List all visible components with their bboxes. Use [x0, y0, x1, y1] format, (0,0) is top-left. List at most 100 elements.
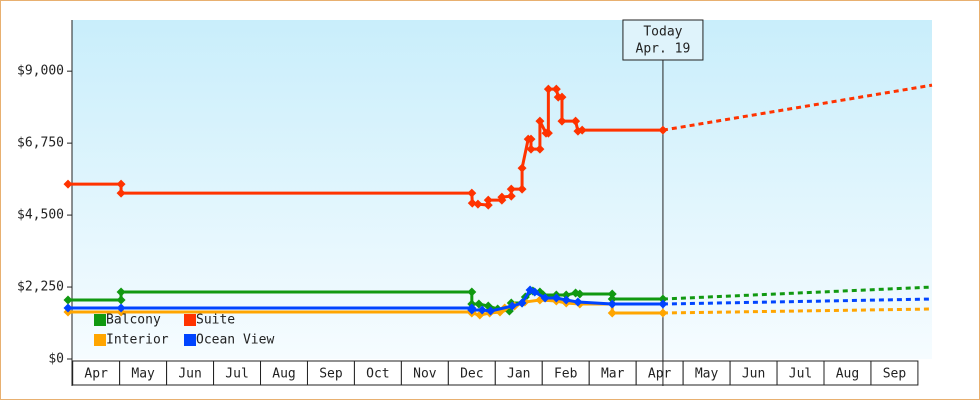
today-box: [622, 19, 704, 61]
point: [557, 116, 567, 126]
x-tick-label: Sep: [883, 367, 907, 382]
point: [474, 299, 484, 309]
x-tick-label: Jul: [789, 367, 812, 382]
point: [573, 297, 583, 307]
x-tick-box: [213, 360, 262, 386]
x-tick-label: May: [695, 367, 719, 382]
x-tick-box: [494, 360, 543, 386]
point: [477, 305, 487, 315]
point: [607, 289, 617, 299]
point: [483, 195, 493, 205]
x-tick-box: [260, 360, 308, 386]
legend-label: Balcony: [106, 313, 161, 328]
point: [658, 299, 668, 309]
point: [543, 84, 553, 94]
x-tick-label: Aug: [836, 367, 859, 382]
x-tick-label: Mar: [601, 367, 625, 382]
point: [467, 198, 477, 208]
point: [607, 294, 617, 304]
today-label: Today: [643, 25, 682, 40]
point: [557, 92, 567, 102]
legend-label: Suite: [196, 313, 235, 328]
x-tick-box: [682, 360, 731, 386]
x-tick-label: Nov: [413, 367, 437, 382]
point: [517, 298, 527, 308]
point: [658, 294, 668, 304]
point: [116, 303, 126, 313]
y-tick-label: $2,250: [17, 280, 64, 295]
point: [540, 293, 550, 303]
x-tick-label: Aug: [272, 367, 295, 382]
legend-swatch: [184, 314, 196, 326]
x-tick-box: [776, 360, 825, 386]
point: [526, 144, 536, 154]
legend-swatch: [94, 314, 106, 326]
point: [116, 179, 126, 189]
point: [497, 192, 507, 202]
point: [486, 306, 496, 316]
point: [575, 289, 585, 299]
x-tick-label: Sep: [319, 367, 343, 382]
point: [506, 191, 516, 201]
point: [483, 200, 493, 210]
x-tick-label: Feb: [554, 367, 578, 382]
x-tick-box: [72, 360, 121, 386]
point: [571, 116, 581, 126]
point: [658, 125, 668, 135]
x-tick-box: [588, 360, 637, 386]
point: [535, 144, 545, 154]
point: [551, 293, 561, 303]
point: [467, 287, 477, 297]
x-tick-box: [729, 360, 778, 386]
x-tick-label: Dec: [460, 367, 483, 382]
point: [63, 303, 73, 313]
x-tick-box: [400, 360, 449, 386]
point: [473, 199, 483, 209]
x-tick-box: [306, 360, 355, 386]
x-tick-label: Jun: [178, 367, 201, 382]
y-tick-label: $6,750: [17, 136, 64, 151]
point: [517, 163, 527, 173]
point: [573, 126, 583, 136]
x-tick-label: Jun: [742, 367, 765, 382]
x-tick-label: Apr: [648, 367, 672, 382]
x-tick-label: Oct: [366, 367, 389, 382]
x-tick-box: [166, 360, 215, 386]
y-tick-label: $9,000: [17, 64, 64, 79]
y-tick-label: $0: [48, 352, 64, 367]
x-tick-box: [870, 360, 919, 386]
point: [63, 295, 73, 305]
x-tick-label: Jan: [507, 367, 530, 382]
point: [467, 188, 477, 198]
point: [551, 84, 561, 94]
legend-label: Ocean View: [196, 333, 274, 348]
x-tick-box: [823, 360, 872, 386]
point: [526, 134, 536, 144]
point: [116, 188, 126, 198]
point: [561, 290, 571, 300]
point: [607, 299, 617, 309]
legend-swatch: [94, 334, 106, 346]
point: [506, 184, 516, 194]
point: [507, 301, 517, 311]
point: [607, 308, 617, 318]
x-tick-box: [119, 360, 168, 386]
point: [577, 125, 587, 135]
legend-swatch: [184, 334, 196, 346]
point: [543, 128, 553, 138]
today-label: Apr. 19: [636, 42, 691, 57]
legend-label: Interior: [106, 333, 169, 348]
point: [561, 295, 571, 305]
point: [530, 287, 540, 297]
point: [517, 184, 527, 194]
y-tick-label: $4,500: [17, 208, 64, 223]
x-tick-box: [447, 360, 496, 386]
x-tick-label: Jul: [225, 367, 248, 382]
projection-line: [662, 83, 933, 132]
x-tick-label: Apr: [84, 367, 108, 382]
point: [535, 116, 545, 126]
point: [116, 295, 126, 305]
plot-area: [72, 20, 932, 359]
point: [116, 287, 126, 297]
